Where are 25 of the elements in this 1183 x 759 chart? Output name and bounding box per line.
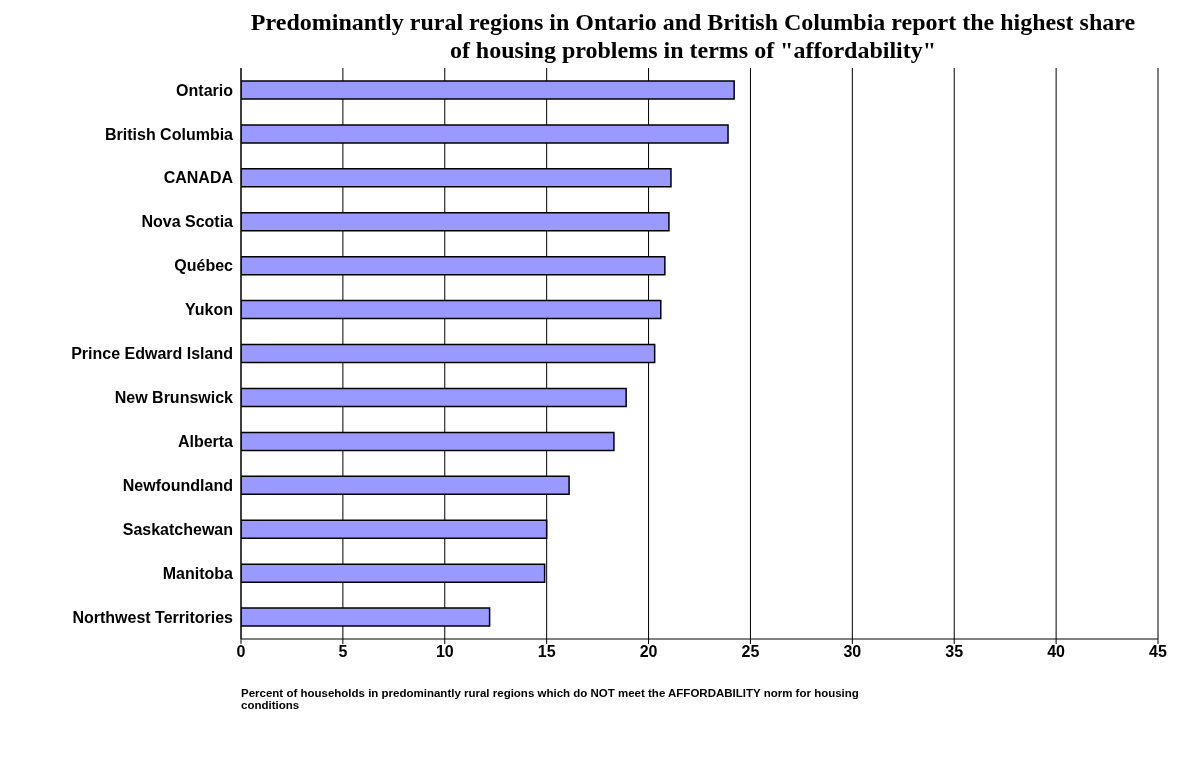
x-tick-label: 10	[435, 643, 454, 661]
y-tick-label: Northwest Territories	[72, 608, 234, 626]
y-tick-label: Alberta	[177, 433, 234, 451]
x-axis-title: Percent of households in predominantly rural regions which do NOT meet the AFFORDABILITY norm for housing conditions	[241, 687, 860, 711]
x-tick-label: 25	[741, 643, 760, 661]
y-tick-label: Saskatchewan	[122, 520, 233, 538]
x-tick-label: 0	[236, 643, 246, 661]
x-tick-label: 30	[843, 643, 862, 661]
y-tick-label: Ontario	[176, 81, 234, 99]
y-tick-label: Québec	[174, 257, 234, 275]
x-tick-label: 15	[537, 643, 556, 661]
y-tick-label: Nova Scotia	[141, 213, 234, 231]
y-tick-label: Yukon	[184, 301, 233, 319]
x-tick-label: 5	[338, 643, 348, 661]
x-tick-label: 45	[1149, 643, 1167, 661]
y-tick-label: Prince Edward Island	[71, 345, 233, 363]
y-tick-label: Newfoundland	[122, 476, 233, 494]
x-tick-label: 40	[1047, 643, 1066, 661]
x-tick-label: 35	[945, 643, 964, 661]
y-tick-label: CANADA	[163, 169, 234, 187]
y-tick-label: Manitoba	[162, 564, 234, 582]
y-tick-label: British Columbia	[104, 125, 234, 143]
x-tick-label: 20	[639, 643, 658, 661]
y-tick-label: New Brunswick	[114, 389, 234, 407]
chart-title: Predominantly rural regions in Ontario and British Columbia report the highest share of housing problems in terms of "affordability"	[249, 8, 1137, 64]
